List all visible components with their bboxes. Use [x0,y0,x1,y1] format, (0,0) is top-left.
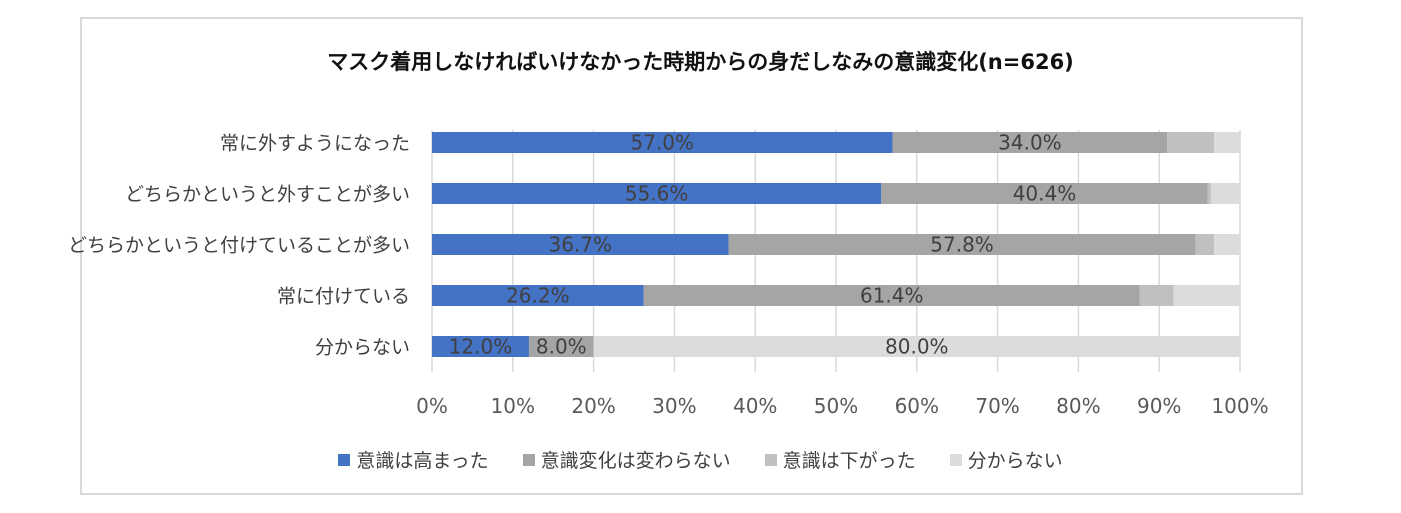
legend-label: 意識は下がった [782,450,916,472]
x-tick-label: 40% [733,394,777,418]
legend-item: 意識は下がった [764,446,916,473]
bar-segment [432,183,882,204]
legend-label: 意識は高まった [356,450,489,472]
x-tick-label: 0% [416,394,448,418]
x-tick-label: 30% [652,394,696,418]
category-labels: 常に外すようになったどちらかというと外すことが多いどちらかというと付けていること… [68,133,410,359]
legend-swatch [522,453,535,466]
data-label: 36.7% [548,233,612,257]
bar-segment [432,234,729,255]
chart-title: マスク着用しなければいけなかった時期からの身だしなみの意識変化(n=626) [327,50,1074,74]
x-tick-label: 80% [1056,394,1100,418]
data-label: 12.0% [449,335,513,359]
x-tick-label: 50% [814,394,858,418]
data-label: 61.4% [860,284,924,308]
bar-segment [1139,285,1174,306]
x-tick-label: 20% [571,394,615,418]
category-label: どちらかというと付けていることが多い [68,235,410,257]
bar-segment [892,132,1168,153]
bar-segment [1195,234,1215,255]
legend-label: 意識変化は変わらない [540,450,731,472]
legend-label: 分からない [967,450,1063,472]
x-tick-label: 10% [491,394,535,418]
data-label: 34.0% [998,131,1062,155]
bar-segment [432,132,893,153]
data-label: 57.8% [930,233,994,257]
category-label: どちらかというと外すことが多い [125,184,410,206]
bar-segment [643,285,1140,306]
x-tick-label: 60% [895,394,939,418]
bar-segment [1207,183,1211,204]
bar-segment [1173,285,1240,306]
bars [432,132,1240,357]
x-axis-tick-labels: 0% 10% 20% 30% 40% 50% 60% 70% 80% 90% 100% [416,394,1268,418]
data-label: 55.6% [625,182,689,206]
data-label: 26.2% [506,284,570,308]
bar-segment [1214,132,1240,153]
data-label: 57.0% [631,131,695,155]
x-tick-label: 70% [975,394,1019,418]
bar-segment [1167,132,1215,153]
legend-item: 分からない [949,446,1063,473]
legend-item: 意識は高まった [338,446,489,473]
bar-segment [881,183,1208,204]
category-label: 常に付けている [277,286,410,308]
bar-segment [593,336,1240,357]
bar-segment [432,285,644,306]
bar-segment [1214,234,1240,255]
data-labels: 57.0% 34.0% 55.6% 40.4% 36.7% 57.8% 26.2% 61.4%… [449,131,1077,359]
legend: 意識は高まった 意識変化は変わらない 意識は下がった 分からない [0,446,1401,473]
bar-segment [432,336,529,357]
data-label: 80.0% [885,335,949,359]
bar-segment [528,336,594,357]
data-label: 8.0% [536,335,587,359]
x-tick-label: 90% [1137,394,1181,418]
category-label: 常に外すようになった [220,133,410,155]
data-label: 40.4% [1013,182,1077,206]
bar-segment [728,234,1196,255]
bar-segment [1210,183,1240,204]
chart-frame [80,17,1303,495]
legend-item: 意識変化は変わらない [522,446,731,473]
legend-swatch [338,453,351,466]
legend-swatch [764,453,777,466]
legend-swatch [949,453,962,466]
x-tick-label: 100% [1211,394,1268,418]
category-label: 分からない [315,337,410,359]
